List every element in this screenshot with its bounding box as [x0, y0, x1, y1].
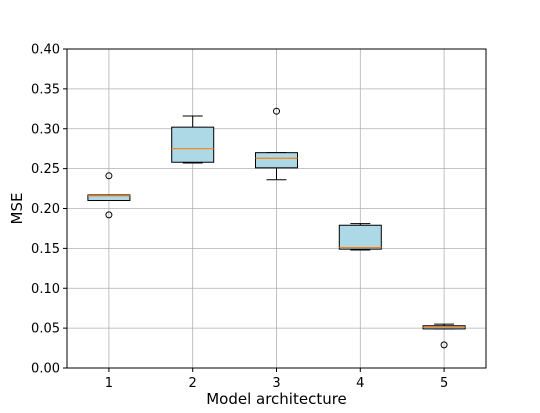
x-tick-label: 5 [440, 376, 448, 391]
box-body [255, 152, 298, 169]
outlier-point [105, 172, 113, 180]
y-tick-label: 0.15 [31, 242, 60, 257]
x-axis-label: Model architecture [206, 390, 347, 408]
y-tick-label: 0.25 [31, 162, 60, 177]
y-tick-label: 0.30 [31, 122, 60, 137]
x-tick-label: 3 [272, 376, 280, 391]
y-tick-label: 0.05 [31, 322, 60, 337]
y-tick-label: 0.20 [31, 202, 60, 217]
y-tick-label: 0.35 [31, 82, 60, 97]
x-tick-label: 2 [189, 376, 197, 391]
y-axis-label: MSE [8, 193, 26, 225]
grid [67, 48, 486, 369]
box-3 [255, 107, 298, 181]
box-1 [87, 172, 131, 219]
x-tick-label: 4 [356, 376, 364, 391]
ticks: 0.00 0.05 0.10 0.15 0.20 0.25 0.30 0.35 0.40 1 2 3 4… [31, 43, 448, 392]
box-5 [422, 323, 466, 349]
outlier-point [440, 341, 448, 349]
y-tick-label: 0.40 [31, 43, 60, 58]
y-tick-label: 0.10 [31, 282, 60, 297]
boxes [87, 107, 466, 349]
box-body [87, 194, 131, 202]
box-body [338, 224, 382, 250]
box-2 [171, 115, 215, 164]
y-tick-label: 0.00 [31, 362, 60, 377]
box-4 [338, 223, 382, 251]
box-body [171, 126, 215, 163]
x-tick-label: 1 [105, 376, 113, 391]
outlier-point [105, 211, 113, 219]
outlier-point [273, 107, 280, 115]
